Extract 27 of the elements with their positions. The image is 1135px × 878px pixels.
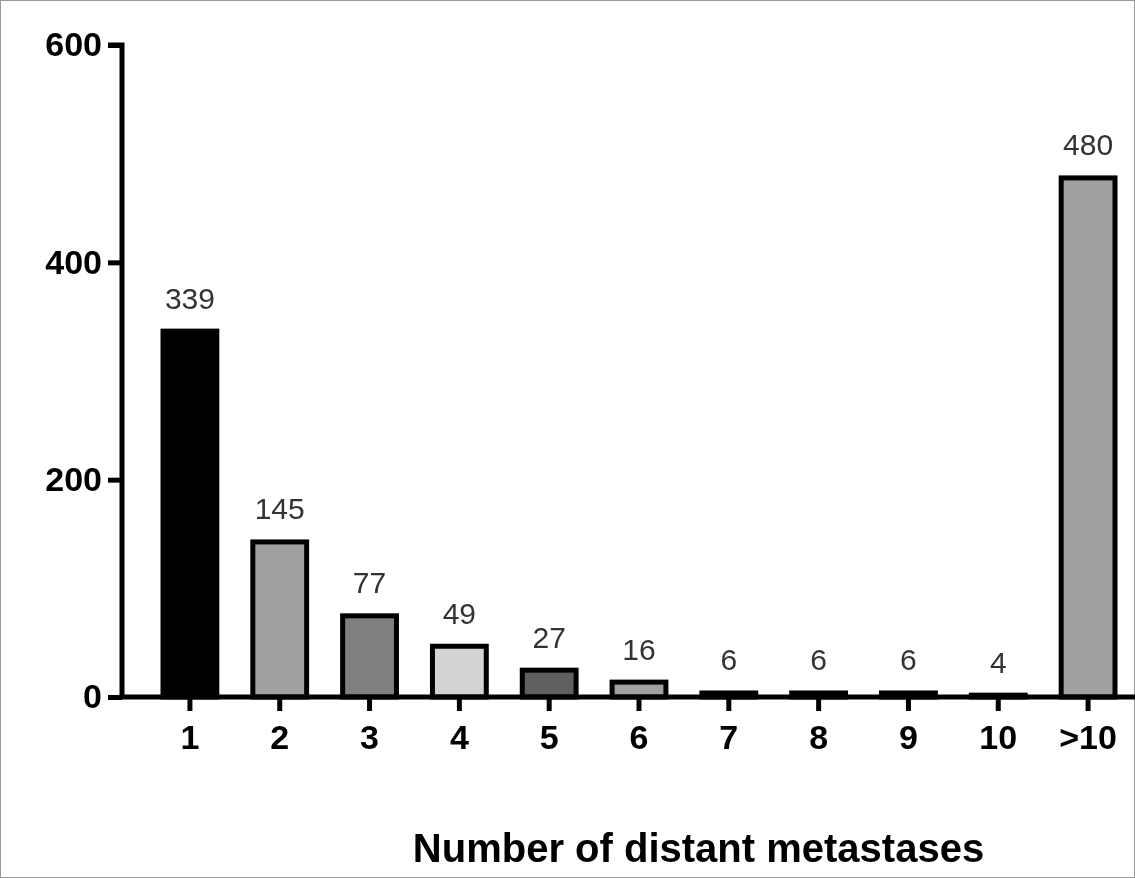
data-label: 145 [254,492,305,526]
data-label: 4 [989,645,1007,679]
x-tick-label: 4 [449,718,469,757]
y-tick-label: 200 [45,460,102,499]
x-tick-label: 8 [809,718,829,757]
data-label: 16 [622,632,656,666]
x-tick-label: 3 [360,718,380,757]
data-label: 480 [1063,128,1114,162]
data-label: 77 [352,566,387,600]
x-axis-title: Number of distant metastases [412,826,985,870]
data-label: 49 [442,596,477,630]
x-tick-label: >10 [1059,718,1117,757]
x-tick-label: 5 [539,718,559,757]
data-label: 6 [810,643,827,677]
y-tick-label: 0 [83,677,102,716]
x-tick-label: 1 [180,718,200,757]
x-tick-label: 6 [629,718,649,757]
y-tick-label: 400 [45,242,102,281]
data-label: 339 [164,281,215,315]
data-label: 27 [532,620,566,654]
data-label: 6 [720,643,738,677]
x-tick-label: 9 [898,718,918,757]
x-tick-label: 7 [719,718,739,757]
x-tick-label: 10 [979,718,1018,757]
data-label: 6 [900,643,917,677]
y-tick-label: 600 [45,25,102,64]
x-tick-label: 2 [270,718,290,757]
